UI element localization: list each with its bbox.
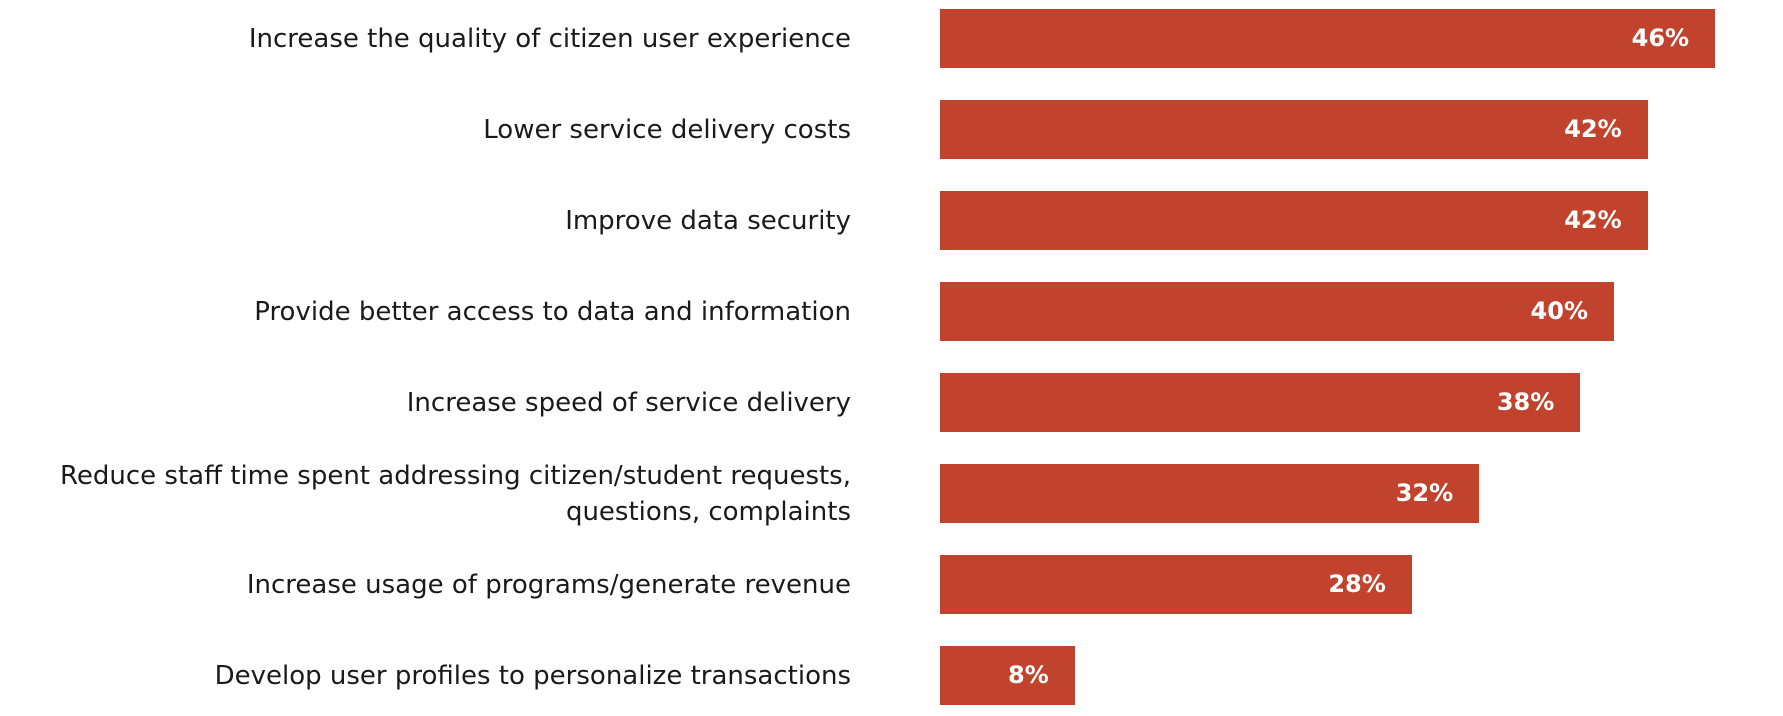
bar: 42% [940,100,1648,159]
bar-value-label: 40% [1530,297,1588,325]
bar-value-label: 32% [1395,479,1454,507]
bar-value-label: 42% [1564,115,1622,143]
category-label: Lower service delivery costs [483,114,851,145]
bar-value-label: 42% [1564,206,1622,234]
category-label: Increase the quality of citizen user exp… [248,23,851,54]
category-label: Improve data security [565,205,851,236]
bar-value-label: 46% [1631,24,1690,52]
bar-value-label: 28% [1328,570,1386,598]
bar: 38% [940,373,1581,432]
category-label: Provide better access to data and inform… [254,296,851,327]
bar: 28% [940,555,1412,614]
category-label: Develop user profiles to personalize tra… [214,660,851,691]
bar-value-label: 38% [1496,388,1555,416]
category-label: Increase usage of programs/generate reve… [246,569,851,600]
category-label: Reduce staff time spent addressing citiz… [59,460,851,527]
bar: 40% [940,282,1614,341]
bar: 32% [940,464,1480,523]
bar-value-label: 8% [1008,661,1049,689]
bar: 46% [940,9,1716,68]
category-label: Increase speed of service delivery [406,387,851,418]
bar: 42% [940,191,1648,250]
bar: 8% [940,646,1075,705]
